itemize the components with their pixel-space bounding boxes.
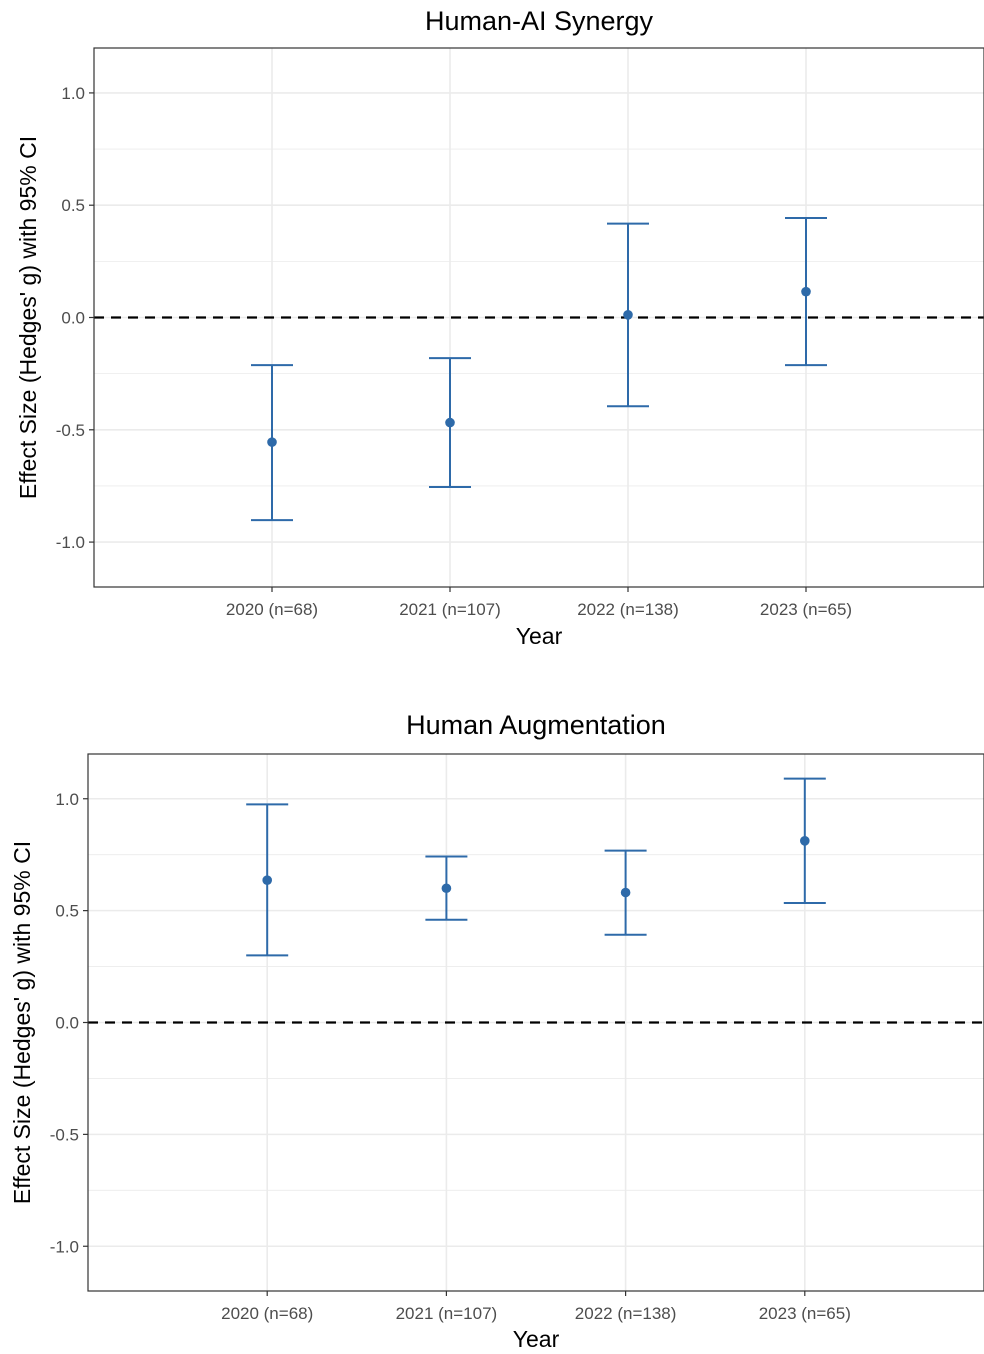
chart-title: Human Augmentation — [406, 710, 666, 740]
y-tick-label: -1.0 — [56, 533, 85, 552]
data-point — [620, 887, 631, 898]
chart-panel-1: 1.0 0.5 0.0 -0.5 -1.0 2020 (n=68) 2021 (n=107)… — [15, 6, 984, 649]
y-tick-label: 0.5 — [61, 196, 85, 215]
y-axis-title: Effect Size (Hedges' g) with 95% CI — [15, 136, 41, 499]
y-tick-label: 1.0 — [61, 84, 85, 103]
y-tick-label: 1.0 — [55, 790, 79, 809]
data-point — [267, 437, 277, 447]
y-tick-label: 0.5 — [55, 902, 79, 921]
data-point — [445, 417, 455, 428]
y-axis-title: Effect Size (Hedges' g) with 95% CI — [9, 841, 35, 1204]
data-point — [800, 836, 810, 846]
y-tick-label: 0.0 — [55, 1014, 79, 1033]
x-tick-label: 2020 (n=68) — [226, 600, 318, 619]
x-axis-title: Year — [516, 623, 563, 649]
y-tick-label: -1.0 — [50, 1237, 79, 1256]
chart-title: Human-AI Synergy — [425, 6, 654, 36]
data-point — [623, 310, 633, 320]
x-tick-label: 2021 (n=107) — [399, 600, 501, 619]
data-point — [441, 883, 452, 894]
x-tick-label: 2023 (n=65) — [760, 600, 852, 619]
y-tick-label: -0.5 — [56, 421, 85, 440]
y-tick-label: -0.5 — [50, 1125, 79, 1144]
x-tick-label: 2022 (n=138) — [575, 1304, 677, 1323]
x-tick-label: 2020 (n=68) — [221, 1304, 313, 1323]
x-tick-label: 2021 (n=107) — [396, 1304, 498, 1323]
data-point — [801, 286, 811, 297]
chart-panel-2: 1.0 0.5 0.0 -0.5 -1.0 2020 (n=68) 2021 (n=107)… — [9, 710, 984, 1352]
y-tick-label: 0.0 — [61, 309, 85, 328]
data-point — [262, 875, 273, 885]
x-tick-label: 2022 (n=138) — [577, 600, 679, 619]
x-axis-title: Year — [513, 1326, 560, 1352]
x-tick-label: 2023 (n=65) — [759, 1304, 851, 1323]
